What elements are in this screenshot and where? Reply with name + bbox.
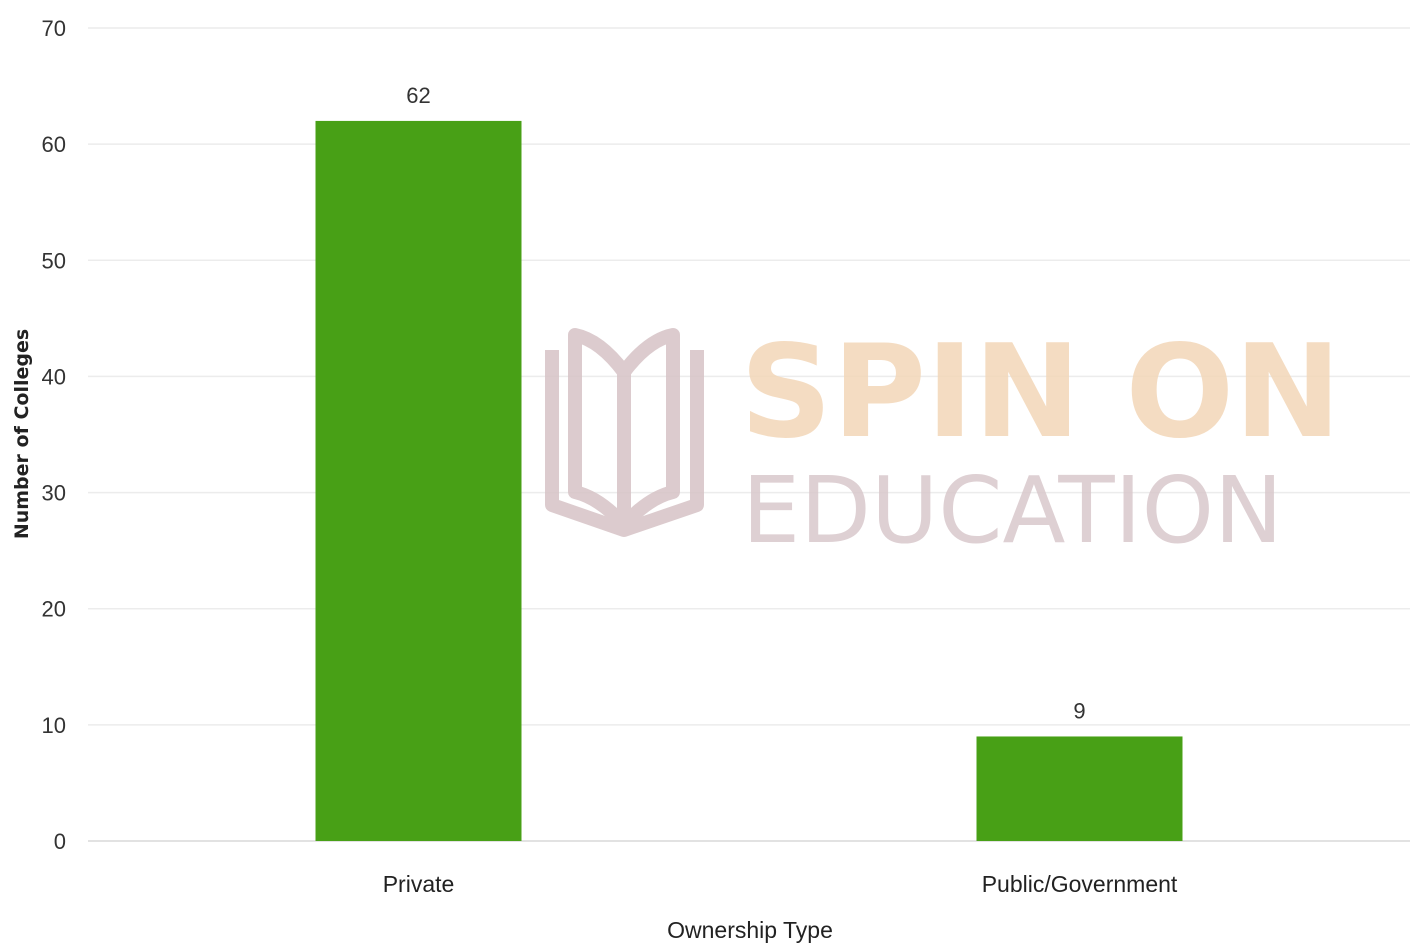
open-book-icon	[545, 328, 704, 537]
data-label: 9	[1073, 698, 1085, 723]
y-tick-label: 70	[42, 16, 66, 41]
y-tick-label: 20	[42, 597, 66, 622]
x-axis-title: Ownership Type	[667, 917, 833, 943]
bars	[315, 120, 1183, 841]
watermark-line1: SPIN ON	[740, 318, 1341, 467]
watermark-line2: EDUCATION	[742, 457, 1283, 564]
x-axis-categories: Private Public/Government	[383, 871, 1178, 897]
data-labels: 62 9	[406, 83, 1085, 724]
bar	[976, 736, 1183, 841]
y-tick-label: 50	[42, 248, 66, 273]
y-tick-label: 60	[42, 132, 66, 157]
x-tick-label: Public/Government	[982, 871, 1178, 897]
gridlines	[88, 27, 1410, 842]
y-tick-label: 0	[54, 829, 66, 854]
watermark: SPIN ON EDUCATION	[545, 318, 1341, 564]
y-axis-title: Number of Colleges	[11, 329, 33, 539]
y-tick-label: 40	[42, 364, 66, 389]
y-tick-label: 30	[42, 481, 66, 506]
bar	[315, 120, 522, 841]
y-axis-ticks: 0 10 20 30 40 50 60 70	[42, 16, 66, 854]
x-tick-label: Private	[383, 871, 455, 897]
y-tick-label: 10	[42, 713, 66, 738]
data-label: 62	[406, 83, 430, 108]
